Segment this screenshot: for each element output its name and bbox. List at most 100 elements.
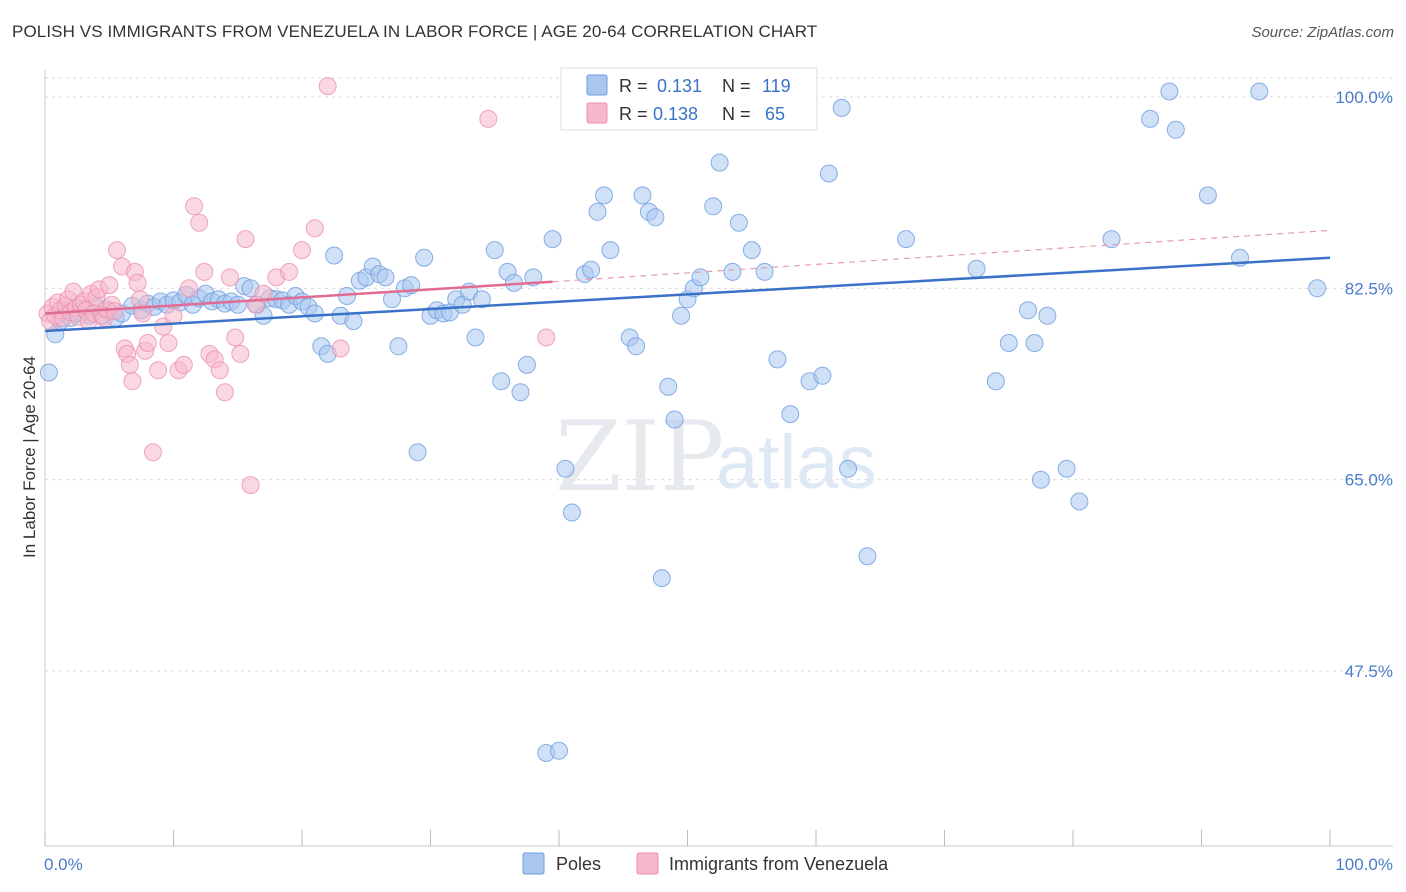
point-poles-107 [819, 164, 838, 183]
point-poles-41 [305, 304, 324, 323]
trend-line-poles [44, 256, 1331, 333]
point-poles-58 [415, 248, 434, 267]
legend-swatch-poles[interactable] [522, 852, 545, 875]
point-venezuela-53 [215, 383, 234, 402]
point-poles-29 [228, 295, 247, 314]
point-venezuela-66 [331, 339, 350, 358]
stats-swatch-poles [586, 74, 608, 96]
point-poles-120 [1070, 492, 1089, 511]
point-poles-106 [813, 366, 832, 385]
stats-r-label-venezuela: R = [619, 104, 648, 124]
y-tick-label-1: 82.5% [1345, 279, 1393, 298]
point-venezuela-63 [293, 241, 311, 260]
chart-title: POLISH VS IMMIGRANTS FROM VENEZUELA IN L… [12, 22, 818, 41]
stats-r-label-poles: R = [619, 76, 648, 96]
point-poles-122 [1141, 109, 1160, 128]
point-venezuela-45 [174, 355, 193, 374]
point-poles-97 [704, 197, 723, 216]
point-poles-93 [672, 306, 691, 325]
point-poles-123 [1160, 82, 1179, 101]
point-poles-124 [1166, 120, 1185, 139]
axes [44, 70, 1393, 847]
point-poles-102 [755, 262, 774, 281]
point-poles-67 [472, 290, 491, 309]
point-poles-69 [492, 372, 511, 391]
stats-r-value-poles: 0.131 [657, 76, 702, 96]
point-poles-99 [723, 262, 742, 281]
stats-swatch-venezuela [586, 102, 608, 124]
point-venezuela-48 [190, 213, 209, 232]
legend-label-venezuela[interactable]: Immigrants from Venezuela [669, 854, 889, 874]
point-poles-108 [832, 98, 851, 117]
point-poles-0 [39, 363, 58, 382]
point-poles-115 [1019, 301, 1037, 320]
point-poles-47 [344, 312, 363, 331]
point-poles-91 [659, 377, 678, 396]
stats-box: R = 0.131 N = 119 R = 0.138 N = 65 [560, 67, 818, 131]
point-poles-90 [652, 569, 671, 588]
point-venezuela-54 [221, 268, 239, 287]
point-poles-84 [601, 241, 620, 260]
y-tick-label-0: 100.0% [1335, 88, 1393, 107]
point-venezuela-49 [195, 262, 214, 281]
point-poles-54 [389, 337, 408, 356]
point-venezuela-64 [305, 219, 324, 238]
point-venezuela-47 [185, 197, 204, 216]
point-venezuela-43 [164, 306, 183, 325]
point-venezuela-27 [108, 241, 126, 260]
x-ticks [44, 830, 1331, 846]
point-poles-73 [517, 355, 536, 374]
point-poles-78 [556, 459, 575, 478]
trend-lines [44, 229, 1331, 333]
point-venezuela-31 [120, 355, 139, 374]
point-venezuela-67 [479, 109, 498, 128]
legend-swatch-venezuela[interactable] [636, 852, 659, 875]
x-tick-label-min: 0.0% [44, 855, 83, 874]
point-venezuela-52 [210, 361, 229, 380]
point-poles-118 [1038, 306, 1057, 325]
point-poles-127 [1250, 82, 1269, 101]
point-venezuela-32 [123, 372, 142, 391]
point-poles-66 [466, 328, 485, 347]
watermark-zip: ZIP [555, 401, 724, 513]
point-venezuela-39 [143, 443, 162, 462]
point-poles-68 [485, 241, 504, 260]
point-poles-103 [768, 350, 787, 369]
point-poles-86 [627, 337, 646, 356]
point-poles-104 [781, 405, 800, 424]
legend: Poles Immigrants from Venezuela [522, 852, 889, 875]
legend-label-poles[interactable]: Poles [556, 854, 601, 874]
stats-r-value-venezuela: 0.138 [653, 104, 698, 124]
point-poles-44 [325, 246, 344, 265]
point-poles-113 [986, 372, 1005, 391]
point-poles-81 [582, 260, 601, 279]
point-poles-96 [691, 268, 710, 287]
point-poles-92 [665, 410, 684, 429]
y-axis-label: In Labor Force | Age 20-64 [20, 356, 39, 558]
point-venezuela-68 [537, 328, 556, 347]
point-poles-100 [729, 213, 748, 232]
point-venezuela-60 [254, 284, 273, 303]
point-poles-128 [1308, 279, 1327, 298]
x-tick-label-max: 100.0% [1335, 855, 1393, 874]
point-poles-121 [1102, 230, 1121, 249]
point-poles-110 [858, 547, 877, 566]
point-venezuela-34 [128, 273, 147, 292]
point-poles-125 [1198, 186, 1217, 205]
point-poles-111 [897, 230, 915, 249]
point-poles-77 [550, 741, 568, 760]
stats-n-label-venezuela: N = [722, 104, 751, 124]
point-venezuela-42 [159, 334, 178, 352]
point-poles-119 [1057, 459, 1076, 478]
point-poles-98 [710, 153, 729, 172]
point-poles-83 [595, 186, 613, 205]
point-venezuela-46 [179, 279, 198, 298]
y-tick-labels: 100.0% 82.5% 65.0% 47.5% [1335, 88, 1393, 681]
point-venezuela-58 [241, 476, 260, 495]
point-poles-57 [408, 443, 427, 462]
point-poles-82 [588, 202, 607, 221]
point-poles-109 [839, 459, 858, 478]
point-poles-87 [633, 186, 652, 205]
watermark: ZIP atlas [555, 401, 877, 513]
